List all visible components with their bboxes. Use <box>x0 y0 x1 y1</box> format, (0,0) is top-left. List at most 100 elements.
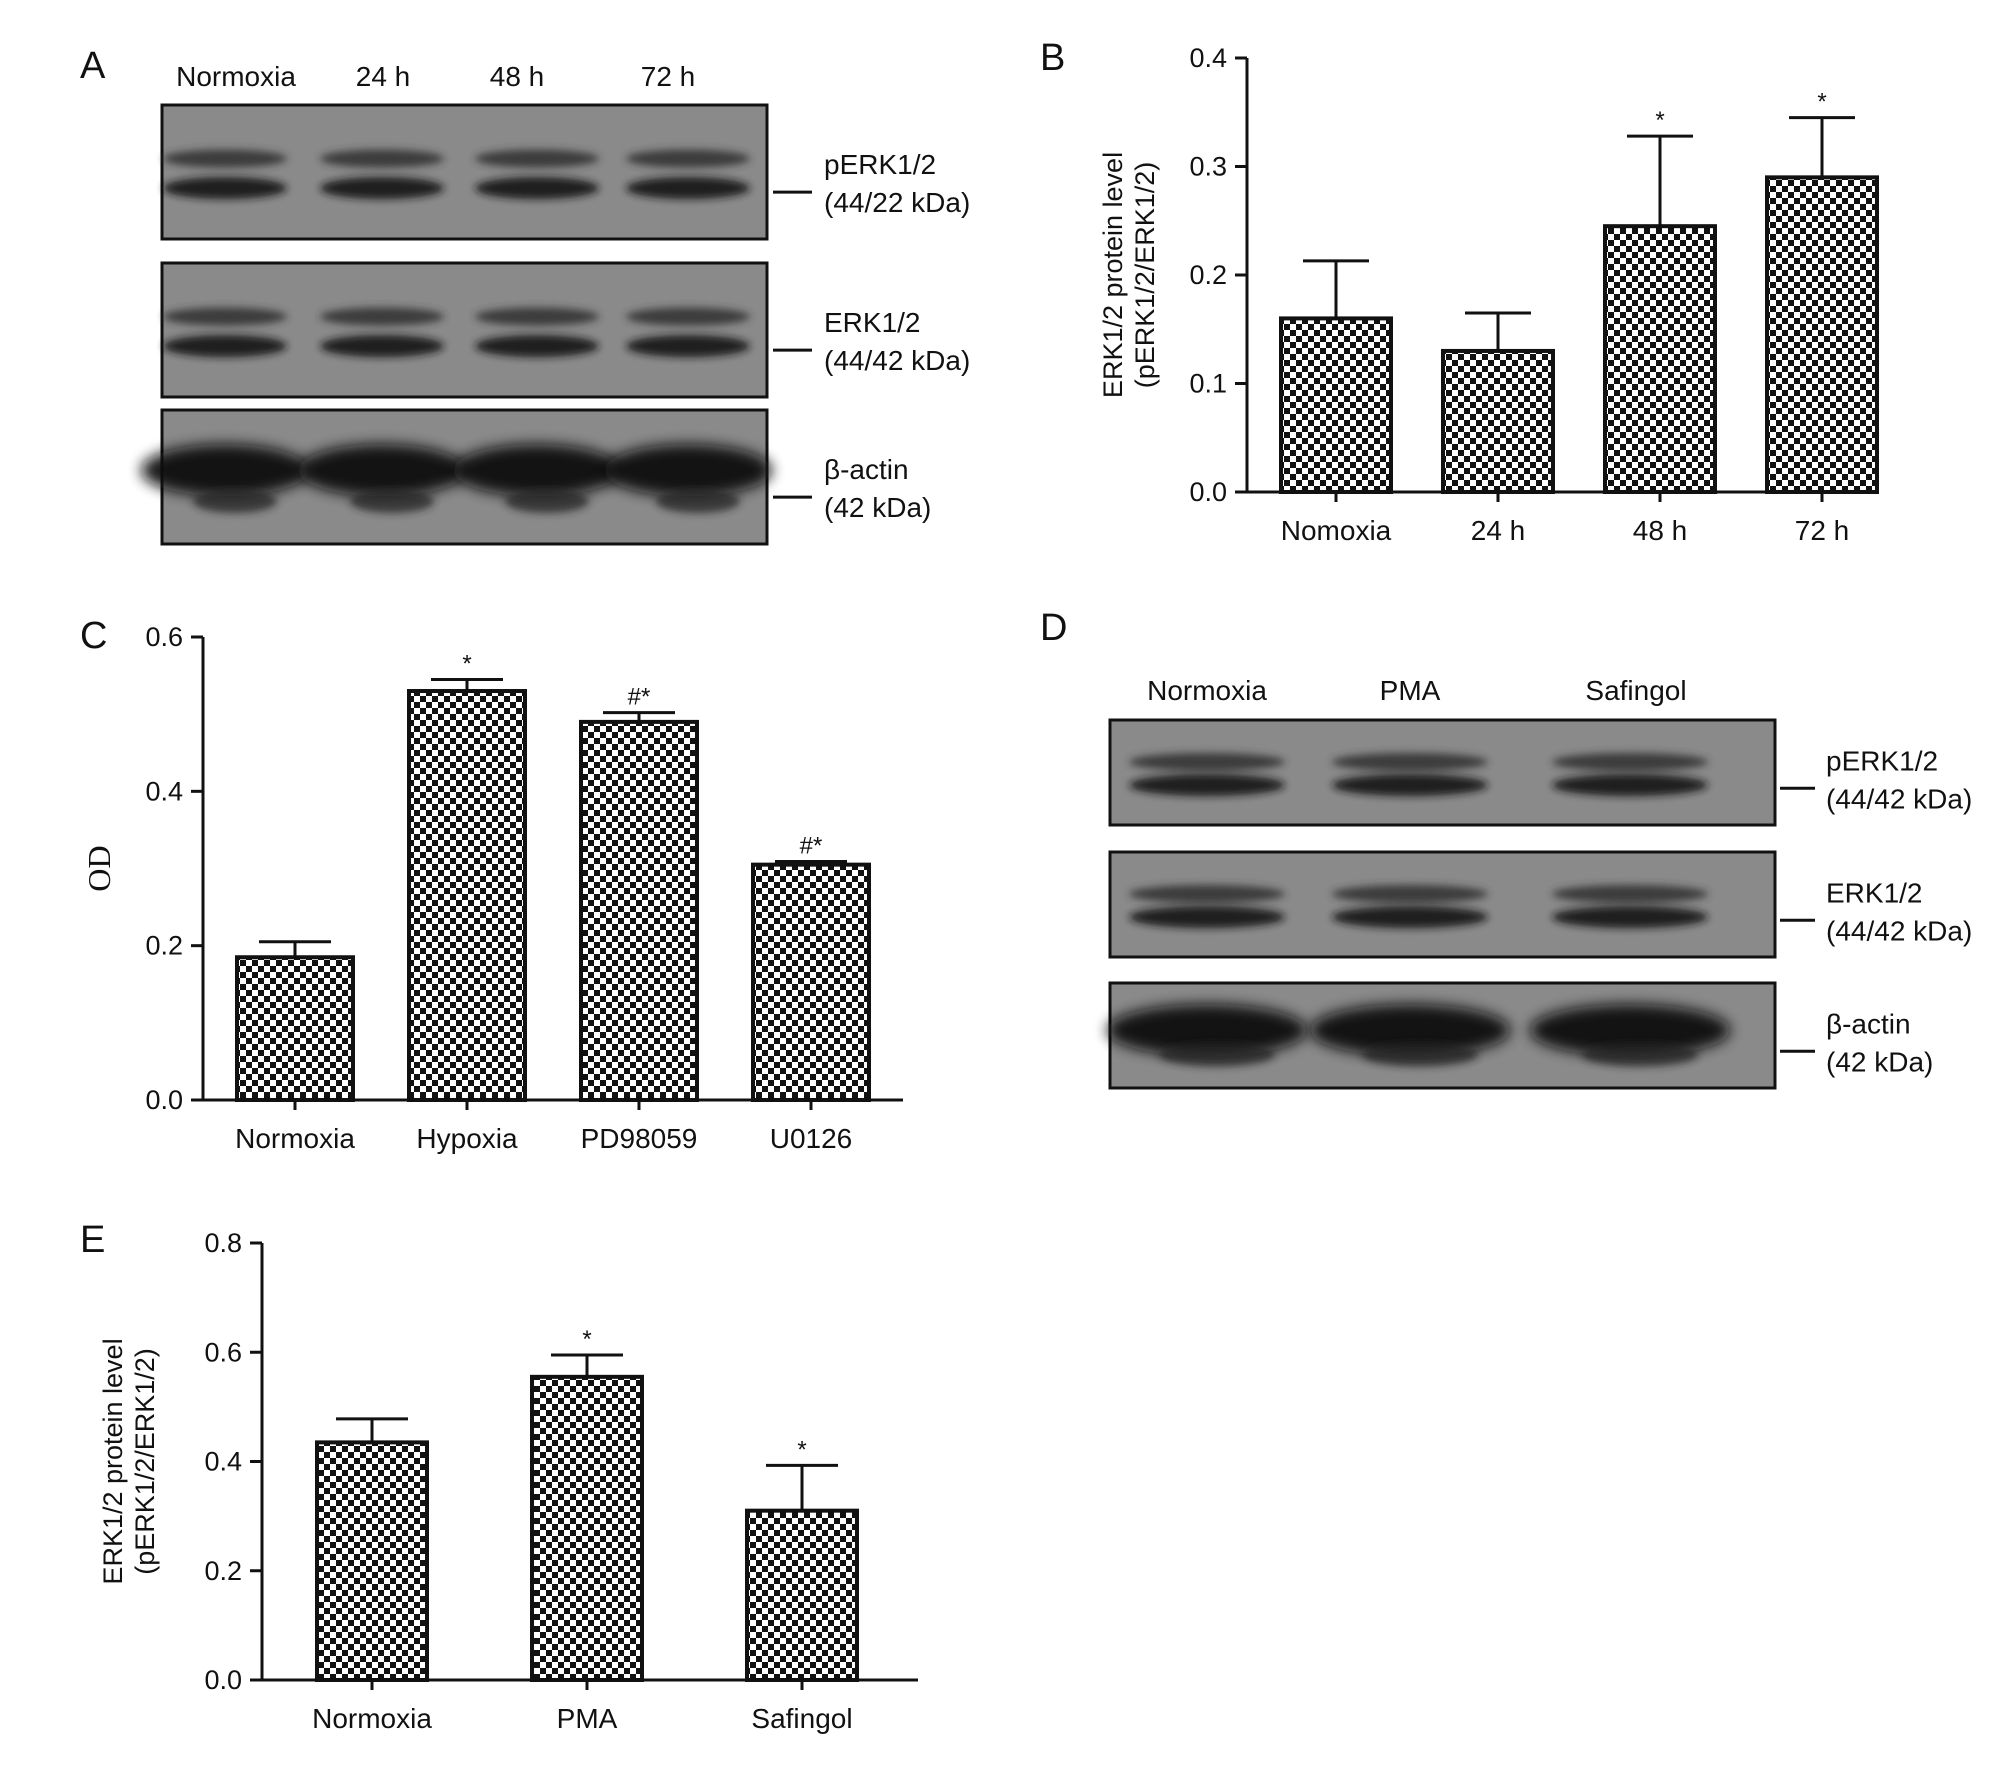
protein-band-actin-lower <box>1582 1042 1698 1067</box>
protein-band-upper <box>1332 885 1488 903</box>
y-axis-title-line2: (pERK1/2/ERK1/2) <box>1130 162 1160 389</box>
protein-band-lower <box>1129 906 1285 929</box>
blot-strip-perk1-2 <box>160 103 769 241</box>
protein-band-upper <box>1552 753 1708 771</box>
panel-letter-c: C <box>80 615 107 657</box>
band-name: β-actin <box>824 454 909 485</box>
blot-membrane <box>160 103 769 241</box>
y-axis-title-line1: ERK1/2 protein level <box>1098 152 1128 398</box>
y-tick-label: 0.0 <box>145 1085 183 1115</box>
category-label: U0126 <box>770 1123 853 1154</box>
category-label: PD98059 <box>581 1123 698 1154</box>
protein-band-upper <box>626 307 750 326</box>
significance-marker: #* <box>800 833 823 860</box>
blot-strip-perk1-2 <box>1108 718 1777 827</box>
bar-normoxia <box>315 1440 429 1682</box>
protein-band-lower <box>320 177 444 200</box>
protein-band-upper <box>163 149 287 168</box>
y-axis-title-c: OD <box>81 845 117 891</box>
blots-a <box>141 103 772 546</box>
panel-d: D Normoxia PMA Safingol pERK1/2 (44/42 kDa)… <box>1040 607 1972 1090</box>
lane-label: Normoxia <box>176 61 296 92</box>
y-axis-title-line2: (pERK1/2/ERK1/2) <box>130 1348 160 1575</box>
category-label: Safingol <box>751 1703 852 1734</box>
protein-band-lower <box>320 335 444 358</box>
protein-band-lower <box>163 335 287 358</box>
significance-marker: * <box>582 1326 591 1353</box>
protein-band-lower <box>626 177 750 200</box>
blot-strip-erk1-2 <box>1108 850 1777 959</box>
protein-band-actin-lower <box>505 489 589 514</box>
y-tick-label: 0.2 <box>1189 260 1227 290</box>
category-label: PMA <box>557 1703 618 1734</box>
y-tick-label: 0.2 <box>204 1556 242 1586</box>
protein-band-actin <box>1310 1004 1510 1057</box>
lane-label: PMA <box>1380 675 1441 706</box>
protein-band-actin <box>1107 1004 1307 1057</box>
protein-band-lower <box>1129 774 1285 797</box>
band-size: (44/42 kDa) <box>1826 915 1972 946</box>
y-tick-label: 0.0 <box>1189 477 1227 507</box>
band-size: (44/42 kDa) <box>1826 783 1972 814</box>
category-label: Normoxia <box>312 1703 432 1734</box>
panel-a: A Normoxia 24 h 48 h 72 h pERK1/2 (44/22 kDa… <box>80 45 970 546</box>
band-name: pERK1/2 <box>824 149 936 180</box>
blot-strip--actin <box>1107 981 1777 1090</box>
bar-24-h <box>1441 348 1555 495</box>
protein-band-actin-lower <box>656 489 740 514</box>
blots-d <box>1107 718 1777 1090</box>
bar-pma <box>530 1374 644 1683</box>
bar-safingol <box>745 1508 859 1682</box>
protein-band-upper <box>475 307 599 326</box>
protein-band-lower <box>1332 906 1488 929</box>
protein-band-upper <box>1552 885 1708 903</box>
protein-band-actin <box>453 444 621 497</box>
band-name: β-actin <box>1826 1008 1911 1039</box>
band-labels-d: pERK1/2 (44/42 kDa) ERK1/2 (44/42 kDa) β-act… <box>1780 745 1972 1077</box>
blot-membrane <box>160 261 769 399</box>
y-axis-title-line1: ERK1/2 protein level <box>98 1338 128 1584</box>
protein-band-actin <box>604 444 772 497</box>
y-tick-label: 0.6 <box>204 1337 242 1367</box>
category-label: 24 h <box>1471 515 1526 546</box>
lane-label: Normoxia <box>1147 675 1267 706</box>
lane-labels-a: Normoxia 24 h 48 h 72 h <box>176 61 695 92</box>
panel-letter-d: D <box>1040 607 1067 649</box>
category-label: Nomoxia <box>1281 515 1392 546</box>
band-name: ERK1/2 <box>824 307 921 338</box>
chart-e: 0.0 0.2 0.4 0.6 0.8 ERK1/2 protein level (pERK… <box>98 1228 918 1734</box>
panel-letter-e: E <box>80 1219 105 1261</box>
y-tick-label: 0.2 <box>145 931 183 961</box>
protein-band-lower <box>1332 774 1488 797</box>
lane-labels-d: Normoxia PMA Safingol <box>1147 675 1687 706</box>
bar-48-h <box>1603 224 1717 495</box>
protein-band-upper <box>475 149 599 168</box>
significance-marker: * <box>1817 89 1826 116</box>
band-name: pERK1/2 <box>1826 745 1938 776</box>
significance-marker: * <box>1655 107 1664 134</box>
y-tick-label: 0.4 <box>204 1447 242 1477</box>
protein-band-actin-lower <box>193 489 277 514</box>
y-tick-label: 0.1 <box>1189 369 1227 399</box>
y-tick-label: 0.3 <box>1189 152 1227 182</box>
panel-c: C 0.0 0.2 0.4 0.6 OD Normoxia * Hypoxia #* PD9805… <box>80 615 903 1154</box>
protein-band-lower <box>475 335 599 358</box>
blot-strip--actin <box>141 408 772 546</box>
panel-b: B 0.0 0.1 0.2 0.3 0.4 ERK1/2 protein level (pE… <box>1040 37 1879 546</box>
chart-c: 0.0 0.2 0.4 0.6 OD Normoxia * Hypoxia #* PD98059 #… <box>81 622 903 1154</box>
bar-u0126 <box>751 862 871 1102</box>
protein-band-actin <box>298 444 466 497</box>
category-label: Hypoxia <box>416 1123 518 1154</box>
bar-hypoxia <box>407 689 527 1102</box>
protein-band-lower <box>1552 774 1708 797</box>
band-size: (44/22 kDa) <box>824 187 970 218</box>
protein-band-actin-lower <box>1362 1042 1478 1067</box>
y-tick-label: 0.4 <box>1189 43 1227 73</box>
protein-band-upper <box>163 307 287 326</box>
protein-band-lower <box>163 177 287 200</box>
y-tick-label: 0.8 <box>204 1228 242 1258</box>
protein-band-lower <box>626 335 750 358</box>
protein-band-upper <box>1332 753 1488 771</box>
y-axis-title-text: OD <box>81 845 117 891</box>
